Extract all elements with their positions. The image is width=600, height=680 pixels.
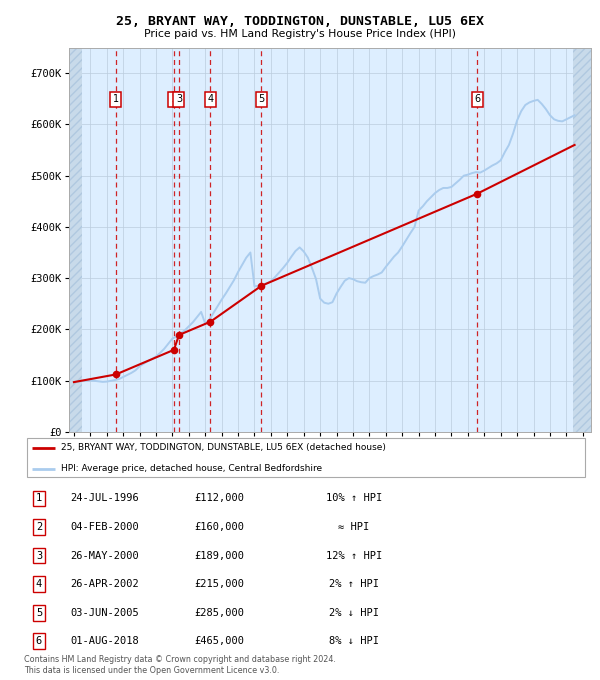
Text: This data is licensed under the Open Government Licence v3.0.: This data is licensed under the Open Gov… <box>24 666 280 675</box>
Text: 6: 6 <box>36 636 42 646</box>
Text: 3: 3 <box>176 95 182 105</box>
Text: ≈ HPI: ≈ HPI <box>338 522 370 532</box>
Text: £160,000: £160,000 <box>194 522 244 532</box>
Text: 10% ↑ HPI: 10% ↑ HPI <box>326 494 382 503</box>
Text: 1: 1 <box>36 494 42 503</box>
Text: 2: 2 <box>36 522 42 532</box>
Text: 2% ↓ HPI: 2% ↓ HPI <box>329 608 379 617</box>
Text: 24-JUL-1996: 24-JUL-1996 <box>71 494 139 503</box>
Text: £215,000: £215,000 <box>194 579 244 589</box>
Text: Price paid vs. HM Land Registry's House Price Index (HPI): Price paid vs. HM Land Registry's House … <box>144 29 456 39</box>
Text: 5: 5 <box>258 95 265 105</box>
Text: 4: 4 <box>208 95 214 105</box>
FancyBboxPatch shape <box>27 438 585 477</box>
Text: 25, BRYANT WAY, TODDINGTON, DUNSTABLE, LU5 6EX (detached house): 25, BRYANT WAY, TODDINGTON, DUNSTABLE, L… <box>61 443 386 452</box>
Text: £465,000: £465,000 <box>194 636 244 646</box>
Text: Contains HM Land Registry data © Crown copyright and database right 2024.: Contains HM Land Registry data © Crown c… <box>24 656 336 664</box>
Text: 12% ↑ HPI: 12% ↑ HPI <box>326 551 382 560</box>
Text: 1: 1 <box>113 95 119 105</box>
Text: 04-FEB-2000: 04-FEB-2000 <box>71 522 139 532</box>
Text: 26-MAY-2000: 26-MAY-2000 <box>71 551 139 560</box>
Text: 6: 6 <box>475 95 481 105</box>
Text: 8% ↓ HPI: 8% ↓ HPI <box>329 636 379 646</box>
Text: 2% ↑ HPI: 2% ↑ HPI <box>329 579 379 589</box>
Text: 03-JUN-2005: 03-JUN-2005 <box>71 608 139 617</box>
Text: 4: 4 <box>36 579 42 589</box>
Text: £112,000: £112,000 <box>194 494 244 503</box>
Text: 25, BRYANT WAY, TODDINGTON, DUNSTABLE, LU5 6EX: 25, BRYANT WAY, TODDINGTON, DUNSTABLE, L… <box>116 15 484 28</box>
Text: 26-APR-2002: 26-APR-2002 <box>71 579 139 589</box>
Text: 01-AUG-2018: 01-AUG-2018 <box>71 636 139 646</box>
Text: 3: 3 <box>36 551 42 560</box>
Text: 5: 5 <box>36 608 42 617</box>
Text: £285,000: £285,000 <box>194 608 244 617</box>
Text: £189,000: £189,000 <box>194 551 244 560</box>
Text: HPI: Average price, detached house, Central Bedfordshire: HPI: Average price, detached house, Cent… <box>61 464 322 473</box>
Text: 2: 2 <box>171 95 177 105</box>
